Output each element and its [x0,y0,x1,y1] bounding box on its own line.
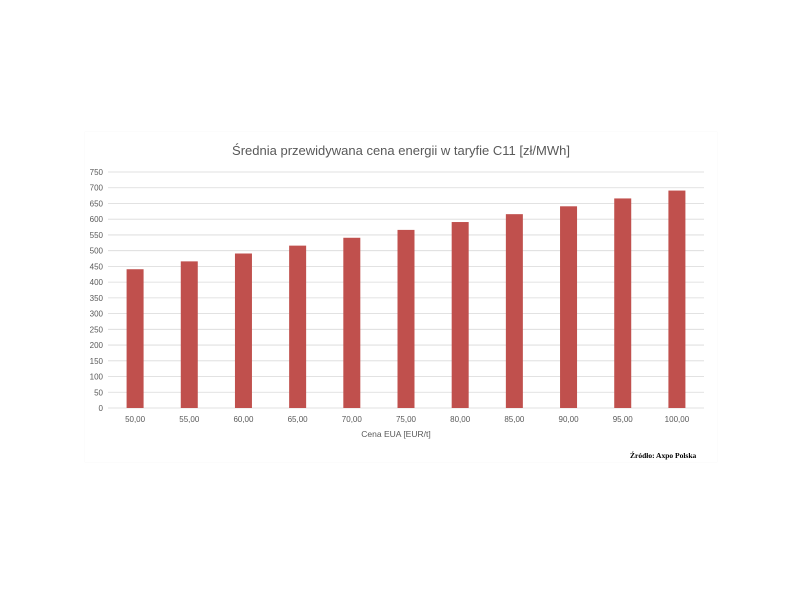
x-axis-title: Cena EUA [EUR/t] [361,429,430,439]
bar-90,00 [560,206,578,408]
y-tick-label: 300 [90,310,104,319]
x-tick-label: 90,00 [559,415,580,424]
bar-60,00 [234,253,252,408]
bar-50,00 [126,269,144,408]
x-tick-label: 80,00 [450,415,471,424]
y-tick-label: 100 [90,373,104,382]
y-tick-label: 350 [90,294,104,303]
y-tick-label: 500 [90,247,104,256]
y-tick-label: 250 [90,325,104,334]
x-tick-label: 100,00 [665,415,690,424]
x-tick-label: 95,00 [613,415,634,424]
bar-80,00 [451,222,469,408]
chart-title: Średnia przewidywana cena energii w tary… [232,143,570,158]
y-tick-label: 750 [90,168,104,177]
chart-card: Średnia przewidywana cena energii w tary… [85,132,717,462]
y-tick-label: 0 [99,404,104,413]
bar-chart: Średnia przewidywana cena energii w tary… [90,143,704,439]
bar-100,00 [668,190,686,408]
y-axis-ticks: 0 50 100 150 200 250 300 350 400 450 500 550 600 650 7… [90,168,104,413]
y-tick-label: 150 [90,357,104,366]
bar-70,00 [343,237,361,408]
y-tick-label: 450 [90,262,104,271]
bar-75,00 [397,229,415,408]
y-tick-label: 700 [90,184,104,193]
bar-55,00 [180,261,198,408]
x-tick-label: 85,00 [504,415,525,424]
bars [126,190,686,408]
x-tick-label: 65,00 [288,415,309,424]
x-tick-label: 75,00 [396,415,417,424]
y-tick-label: 650 [90,199,104,208]
x-tick-label: 50,00 [125,415,146,424]
y-tick-label: 200 [90,341,104,350]
x-tick-label: 70,00 [342,415,363,424]
y-tick-label: 400 [90,278,104,287]
bar-85,00 [505,214,523,408]
x-tick-label: 60,00 [233,415,254,424]
source-note: Źródło: Axpo Polska [630,451,697,460]
bar-65,00 [289,245,307,408]
x-tick-label: 55,00 [179,415,200,424]
y-tick-label: 550 [90,231,104,240]
bar-95,00 [614,198,632,408]
y-tick-label: 50 [94,388,103,397]
x-axis-ticks: 50,00 55,00 60,00 65,00 70,00 75,00 80,00 85,00… [125,415,690,424]
y-tick-label: 600 [90,215,104,224]
